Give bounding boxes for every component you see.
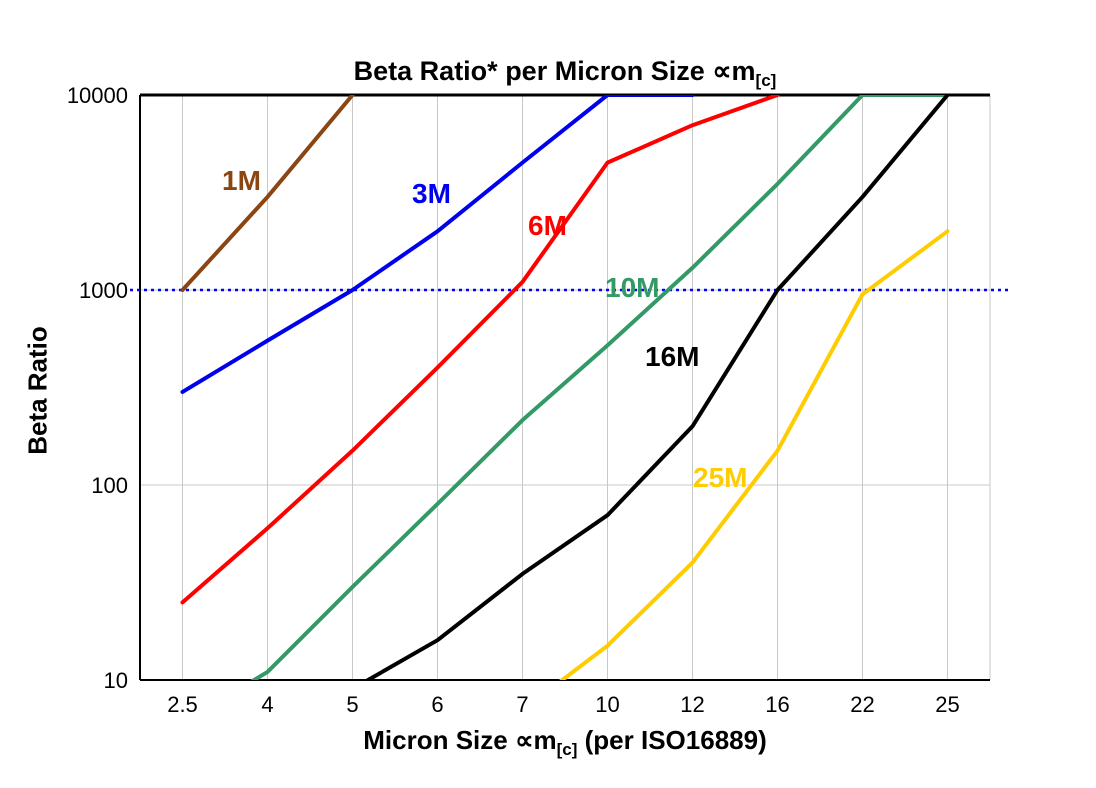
y-tick-label: 10 <box>104 668 128 693</box>
series-label-3M: 3M <box>412 178 451 209</box>
y-tick-label: 1000 <box>79 278 128 303</box>
x-tick-label: 25 <box>935 692 959 717</box>
x-tick-label: 16 <box>765 692 789 717</box>
x-tick-label: 22 <box>850 692 874 717</box>
series-label-25M: 25M <box>693 462 747 493</box>
chart-title: Beta Ratio* per Micron Size ∝m[c] <box>140 56 990 91</box>
y-tick-label: 10000 <box>67 83 128 108</box>
x-tick-label: 4 <box>261 692 273 717</box>
series-label-10M: 10M <box>605 272 659 303</box>
x-tick-label: 2.5 <box>167 692 198 717</box>
chart-title-main: Beta Ratio* per Micron Size <box>353 56 713 86</box>
chart-title-sub: [c] <box>755 71 777 90</box>
series-line-3M <box>180 95 695 394</box>
series-line-25M <box>558 229 950 680</box>
x-axis-label-pre: Micron Size ∝m <box>363 725 557 755</box>
y-tick-label: 100 <box>91 473 128 498</box>
x-tick-label: 7 <box>516 692 528 717</box>
x-tick-label: 5 <box>346 692 358 717</box>
series-line-16M <box>364 95 950 680</box>
y-axis-label: Beta Ratio <box>22 326 53 455</box>
series-line-1M <box>180 95 355 292</box>
chart-title-symbol: ∝m <box>712 56 756 86</box>
series-label-1M: 1M <box>222 165 261 196</box>
x-axis-label-post: (per ISO16889) <box>577 725 767 755</box>
x-tick-label: 12 <box>680 692 704 717</box>
x-tick-label: 6 <box>431 692 443 717</box>
x-axis-label: Micron Size ∝m[c] (per ISO16889) <box>140 725 990 760</box>
x-axis-label-sub: [c] <box>556 740 578 759</box>
x-tick-label: 10 <box>595 692 619 717</box>
series-label-16M: 16M <box>645 341 699 372</box>
series-label-6M: 6M <box>528 210 567 241</box>
series-line-10M <box>250 95 950 680</box>
series-line-6M <box>180 95 780 605</box>
